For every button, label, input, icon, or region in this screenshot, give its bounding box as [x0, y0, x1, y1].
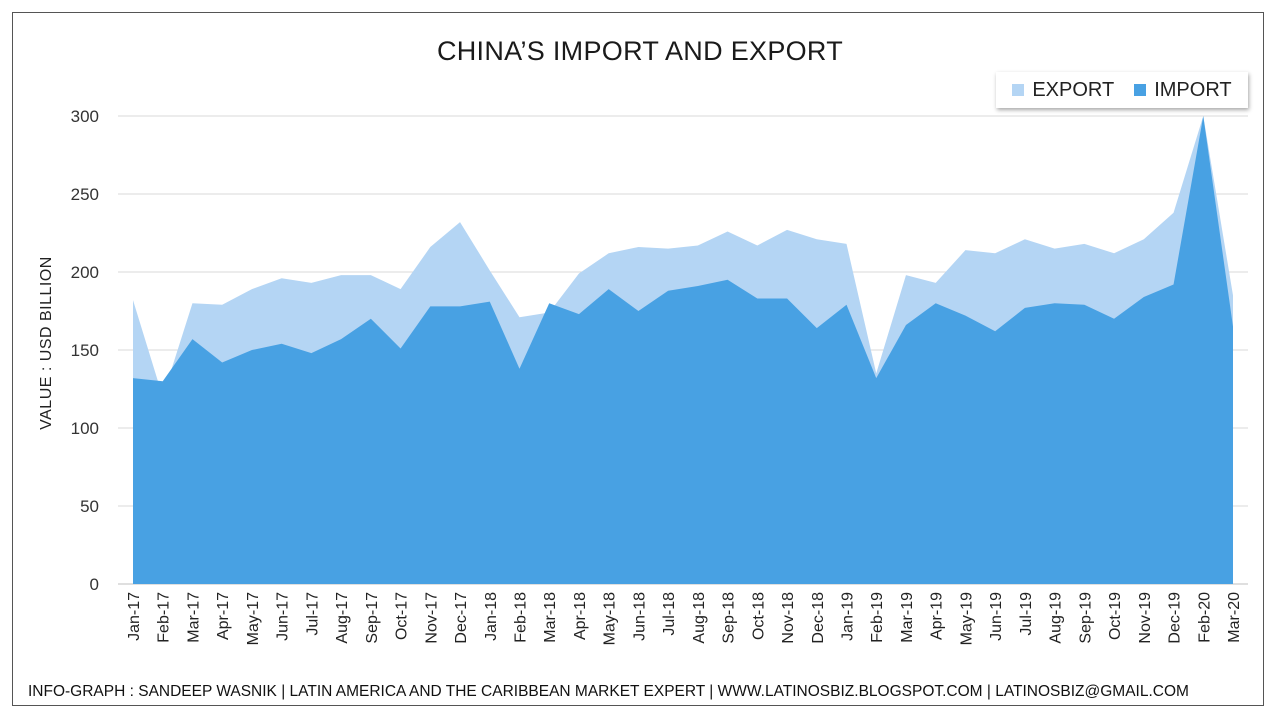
y-tick-label: 0 — [90, 575, 99, 594]
y-tick-label: 200 — [71, 263, 99, 282]
x-tick-label: Jul-17 — [304, 592, 321, 636]
x-tick-label: Jul-19 — [1018, 592, 1035, 636]
legend: EXPORT IMPORT — [996, 72, 1248, 108]
area-import — [133, 116, 1233, 584]
x-tick-label: Sep-19 — [1077, 592, 1094, 644]
x-tick-label: Dec-18 — [810, 592, 827, 644]
x-tick-label: Jan-17 — [126, 592, 143, 641]
x-tick-label: Apr-19 — [929, 592, 946, 640]
x-tick-label: Aug-18 — [691, 592, 708, 644]
y-tick-label: 150 — [71, 341, 99, 360]
x-tick-label: Nov-19 — [1137, 592, 1154, 644]
x-tick-label: Jun-17 — [275, 592, 292, 641]
x-tick-label: Feb-17 — [156, 592, 173, 643]
x-tick-label: Jun-18 — [631, 592, 648, 641]
x-tick-label: Jan-18 — [483, 592, 500, 641]
x-tick-label: Apr-17 — [215, 592, 232, 640]
x-tick-label: Mar-20 — [1226, 592, 1243, 643]
legend-item-export: EXPORT — [1012, 79, 1114, 102]
x-tick-label: Jul-18 — [661, 592, 678, 636]
x-tick-label: Mar-18 — [542, 592, 559, 643]
y-tick-label: 100 — [71, 419, 99, 438]
x-tick-label: Feb-18 — [512, 592, 529, 643]
x-tick-label: Aug-19 — [1048, 592, 1065, 644]
x-tick-label: Feb-19 — [869, 592, 886, 643]
x-tick-label: Dec-19 — [1167, 592, 1184, 644]
x-tick-label: May-18 — [602, 592, 619, 645]
x-tick-label: Dec-17 — [453, 592, 470, 644]
legend-label-import: IMPORT — [1154, 78, 1232, 101]
x-tick-label: Sep-17 — [364, 592, 381, 644]
x-tick-label: May-19 — [958, 592, 975, 645]
x-tick-label: Mar-17 — [185, 592, 202, 643]
x-tick-label: Feb-20 — [1196, 592, 1213, 643]
y-tick-label: 300 — [71, 107, 99, 126]
x-tick-label: Oct-18 — [750, 592, 767, 640]
y-tick-label: 250 — [71, 185, 99, 204]
legend-item-import: IMPORT — [1134, 78, 1232, 102]
legend-label-export: EXPORT — [1032, 78, 1115, 101]
x-tick-label: Aug-17 — [334, 592, 351, 644]
x-tick-label: Mar-19 — [899, 592, 916, 643]
x-tick-label: Jan-19 — [840, 592, 857, 641]
legend-swatch-import — [1134, 84, 1147, 96]
y-tick-label: 50 — [80, 497, 99, 516]
footer-credit: INFO-GRAPH : SANDEEP WASNIK | LATIN AMER… — [28, 683, 1189, 700]
x-tick-label: Jun-19 — [988, 592, 1005, 641]
x-tick-label: Nov-17 — [423, 592, 440, 644]
x-tick-label: May-17 — [245, 592, 262, 645]
legend-swatch-export — [1012, 84, 1025, 96]
chart-title: CHINA’S IMPORT AND EXPORT — [436, 36, 844, 66]
x-tick-label: Apr-18 — [572, 592, 589, 640]
x-tick-label: Sep-18 — [721, 592, 738, 644]
x-tick-label: Nov-18 — [780, 592, 797, 644]
x-tick-label: Oct-17 — [394, 592, 411, 640]
x-tick-label: Oct-19 — [1107, 592, 1124, 640]
